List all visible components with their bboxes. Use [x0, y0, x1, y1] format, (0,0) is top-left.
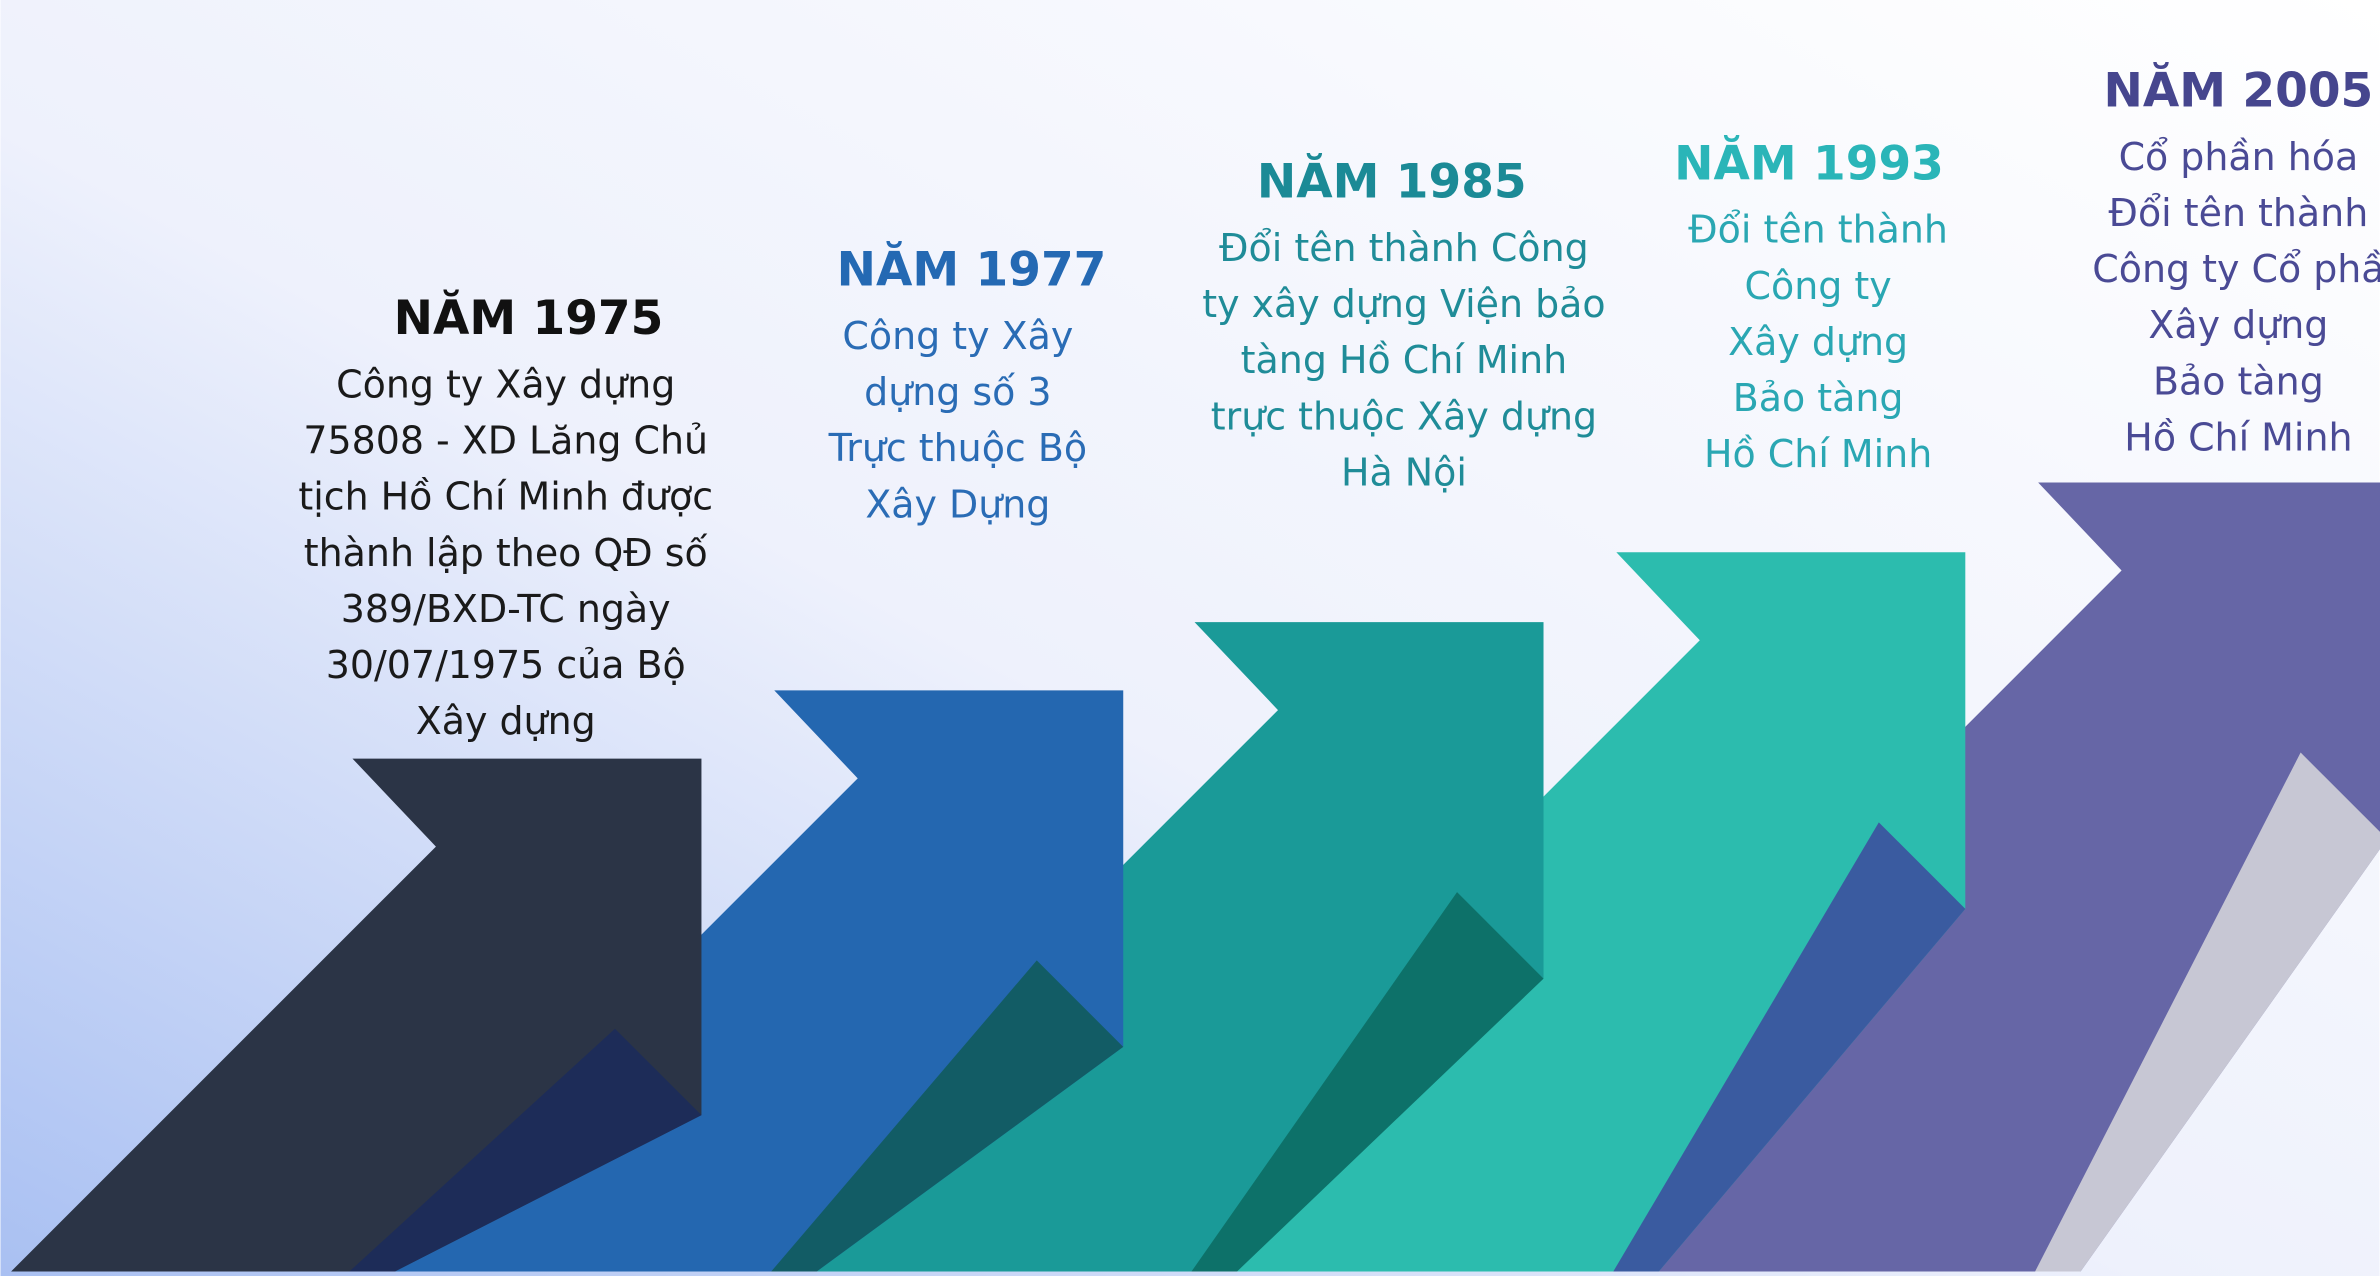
milestone-text: 75808 - XD Lăng Chủ	[303, 419, 708, 463]
arrow-shadow	[1613, 822, 1966, 1272]
milestone-text: ty xây dựng Viện bảo	[1202, 282, 1605, 326]
milestone-text: Trực thuộc Bộ	[828, 426, 1087, 470]
milestone-text: dựng số 3	[864, 370, 1051, 414]
milestone-text: Đổi tên thành	[2109, 191, 2369, 235]
milestone-text: 30/07/1975 của Bộ	[326, 643, 686, 687]
milestone-year: NĂM 1977	[837, 242, 1107, 298]
milestone-text: Bảo tàng	[1733, 376, 1904, 420]
milestone-text: Xây dựng	[2148, 303, 2328, 347]
arrows	[11, 482, 2380, 1272]
milestone-text: Công ty Cổ phầ	[2092, 247, 2380, 291]
milestone-text: Xây dựng	[1728, 320, 1908, 364]
milestone-text: thành lập theo QĐ số	[304, 531, 708, 575]
milestone-text: Xây Dựng	[865, 482, 1050, 526]
milestone-text: Hồ Chí Minh	[2124, 416, 2352, 460]
milestone-text: tàng Hồ Chí Minh	[1241, 338, 1567, 382]
texts: NĂM 1975 Công ty Xây dựng 75808 - XD Lăng …	[298, 63, 2380, 744]
milestone-year: NĂM 1975	[394, 290, 664, 346]
milestone-text: tịch Hồ Chí Minh được	[298, 475, 713, 519]
milestone-text: Hà Nội	[1341, 450, 1467, 494]
arrow-shadow	[771, 960, 1124, 1272]
milestone-year: NĂM 2005	[2104, 63, 2374, 119]
arrow-shadow	[1191, 892, 1544, 1272]
milestone-text: trực thuộc Xây dựng	[1211, 394, 1597, 438]
arrow-shadow	[349, 1028, 702, 1272]
milestone-text: Cổ phần hóa	[2119, 135, 2359, 179]
arrow-shadow	[2035, 752, 2380, 1272]
milestone-text: Đổi tên thành Công	[1219, 226, 1589, 270]
milestone-text: Công ty	[1745, 264, 1892, 308]
milestone-text: Công ty Xây dựng	[336, 362, 675, 406]
milestone-year: NĂM 1993	[1674, 135, 1944, 191]
milestone-text: Xây dựng	[416, 699, 596, 743]
milestone-text: Hồ Chí Minh	[1704, 432, 1932, 476]
milestone-text: Bảo tàng	[2153, 359, 2324, 403]
milestone-text: 389/BXD-TC ngày	[341, 587, 671, 631]
milestone-text: Công ty Xây	[842, 314, 1073, 358]
milestone-text: Đổi tên thành	[1688, 208, 1948, 252]
milestone-year: NĂM 1985	[1257, 154, 1527, 210]
